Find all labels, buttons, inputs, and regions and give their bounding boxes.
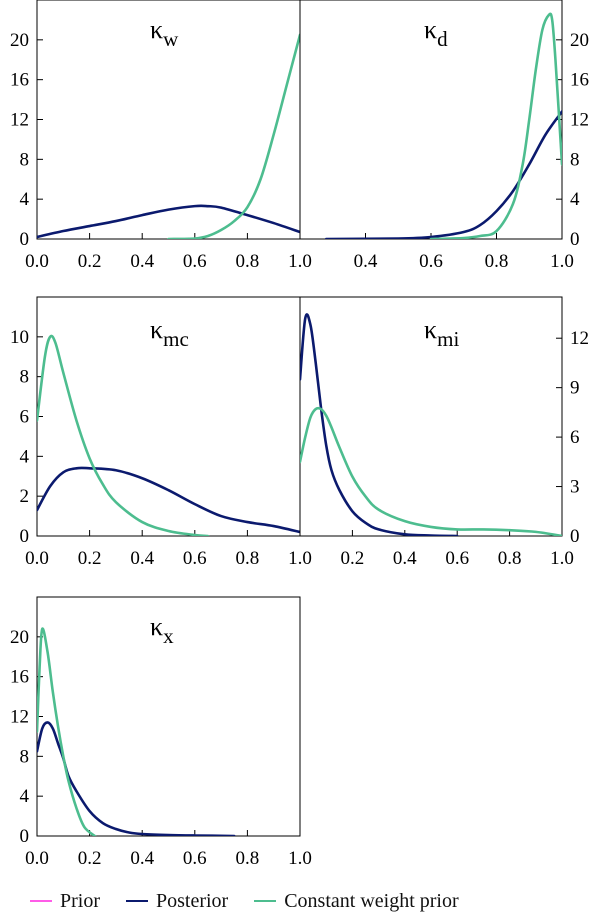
chart-panel-d: 0.4 0.6 0.8 1.00 4 8 12 16 20 κd bbox=[299, 0, 589, 272]
y-tick-label: 0 bbox=[20, 526, 30, 547]
y-tick-label: 0 bbox=[20, 229, 30, 250]
legend-item-prior: Prior bbox=[30, 890, 100, 913]
y-tick-label: 0 bbox=[570, 229, 580, 250]
y-tick-label: 8 bbox=[20, 149, 30, 170]
x-tick-label: 0.6 bbox=[183, 848, 207, 869]
x-tick-label: 0.0 bbox=[25, 251, 49, 272]
y-tick-label: 20 bbox=[10, 30, 29, 51]
y-tick-label: 6 bbox=[20, 407, 30, 428]
legend-swatch-constant-weight-prior bbox=[254, 900, 277, 902]
y-tick-label: 2 bbox=[20, 486, 30, 507]
x-tick-label: 0.6 bbox=[419, 251, 443, 272]
x-tick-label: 1.0 bbox=[550, 548, 574, 569]
y-tick-label: 16 bbox=[10, 70, 29, 91]
chart-panel-mi: 0.2 0.4 0.6 0.8 1.00 3 6 9 12 κmi bbox=[299, 296, 589, 569]
x-tick-label: 0.8 bbox=[498, 548, 522, 569]
x-tick-label: 0.6 bbox=[445, 548, 469, 569]
x-tick-label: 0.2 bbox=[78, 848, 102, 869]
series-line-constant-weight-prior bbox=[37, 627, 97, 836]
x-tick-label: 0.0 bbox=[25, 848, 49, 869]
legend-item-posterior: Posterior bbox=[126, 890, 228, 913]
x-tick-label: 0.8 bbox=[236, 251, 260, 272]
panel-title-symbol: κ bbox=[424, 15, 437, 44]
legend-item-constant-weight-prior: Constant weight prior bbox=[254, 889, 459, 913]
y-tick-label: 12 bbox=[10, 110, 29, 131]
panel-title-subscript: mc bbox=[163, 327, 189, 351]
y-tick-label: 12 bbox=[570, 110, 589, 131]
legend-label-posterior: Posterior bbox=[156, 889, 229, 912]
panel-title: κx bbox=[150, 612, 174, 648]
y-tick-label: 16 bbox=[570, 70, 589, 91]
y-tick-label: 8 bbox=[20, 367, 30, 388]
y-tick-label: 8 bbox=[20, 746, 30, 767]
panel-title-symbol: κ bbox=[150, 15, 163, 44]
chart-panel-x: 0.0 0.2 0.4 0.6 0.8 1.0 0 4 8 12 16 20 κx bbox=[10, 596, 312, 869]
series-line-posterior bbox=[37, 466, 300, 534]
series-line-posterior bbox=[37, 204, 300, 239]
x-tick-label: 0.2 bbox=[78, 251, 102, 272]
panel-title-symbol: κ bbox=[424, 315, 437, 344]
panel-title-symbol: κ bbox=[150, 612, 163, 641]
panel-title-subscript: d bbox=[437, 27, 448, 51]
legend-label-prior: Prior bbox=[60, 889, 100, 912]
legend-label-constant-weight-prior: Constant weight prior bbox=[284, 889, 459, 912]
panel-title-symbol: κ bbox=[150, 315, 163, 344]
x-tick-label: 0.4 bbox=[130, 848, 154, 869]
series-line-posterior bbox=[300, 313, 459, 536]
chart-panel-mc: 0.0 0.2 0.4 0.6 0.8 1.0 0 2 4 6 8 10 κmc bbox=[10, 296, 312, 569]
y-tick-label: 20 bbox=[10, 627, 29, 648]
y-tick-label: 4 bbox=[20, 786, 30, 807]
y-tick-label: 12 bbox=[570, 328, 589, 349]
panel-title-subscript: x bbox=[163, 624, 174, 648]
y-tick-label: 4 bbox=[20, 446, 30, 467]
y-tick-label: 10 bbox=[10, 327, 29, 348]
y-tick-label: 16 bbox=[10, 667, 29, 688]
x-tick-label: 1.0 bbox=[288, 848, 312, 869]
x-tick-label: 0.4 bbox=[130, 548, 154, 569]
x-tick-label: 1.0 bbox=[288, 251, 312, 272]
panel-title: κmi bbox=[424, 315, 459, 351]
panel-title: κd bbox=[424, 15, 448, 51]
x-tick-label: 0.4 bbox=[354, 251, 378, 272]
y-tick-label: 20 bbox=[570, 30, 589, 51]
x-tick-label: 0.6 bbox=[183, 251, 207, 272]
legend-swatch-prior bbox=[30, 900, 52, 902]
series-line-constant-weight-prior bbox=[429, 12, 562, 239]
y-tick-label: 3 bbox=[570, 477, 580, 498]
x-tick-label: 0.4 bbox=[130, 251, 154, 272]
x-tick-label: 0.2 bbox=[341, 548, 365, 569]
legend-swatch-posterior bbox=[126, 900, 148, 902]
x-tick-label: 1.0 bbox=[550, 251, 574, 272]
y-tick-label: 0 bbox=[570, 526, 580, 547]
x-tick-label: 1.0 bbox=[288, 548, 312, 569]
y-tick-label: 12 bbox=[10, 707, 29, 728]
panel-title: κw bbox=[150, 15, 179, 51]
panel-title-subscript: w bbox=[163, 27, 179, 51]
x-tick-label: 0.8 bbox=[485, 251, 509, 272]
series-line-posterior bbox=[37, 721, 236, 836]
y-tick-label: 4 bbox=[570, 189, 580, 210]
series-line-constant-weight-prior bbox=[167, 33, 300, 239]
y-tick-label: 6 bbox=[570, 427, 580, 448]
y-tick-label: 9 bbox=[570, 378, 580, 399]
y-tick-label: 8 bbox=[570, 149, 580, 170]
panel-title-subscript: mi bbox=[437, 327, 459, 351]
series-line-posterior bbox=[324, 110, 562, 239]
legend: Prior Posterior Constant weight prior bbox=[30, 888, 485, 914]
series-line-constant-weight-prior bbox=[300, 406, 562, 536]
x-tick-label: 0.0 bbox=[25, 548, 49, 569]
x-tick-label: 0.8 bbox=[236, 548, 260, 569]
x-tick-label: 0.8 bbox=[236, 848, 260, 869]
x-tick-label: 0.4 bbox=[393, 548, 417, 569]
y-tick-label: 4 bbox=[20, 189, 30, 210]
x-tick-label: 0.2 bbox=[78, 548, 102, 569]
series-line-constant-weight-prior bbox=[37, 334, 210, 536]
y-tick-label: 0 bbox=[20, 826, 30, 847]
x-tick-label: 0.6 bbox=[183, 548, 207, 569]
panel-title: κmc bbox=[150, 315, 189, 351]
chart-panel-w: 0.0 0.2 0.4 0.6 0.8 1.0 0 4 8 12 16 20 κw bbox=[10, 0, 312, 272]
